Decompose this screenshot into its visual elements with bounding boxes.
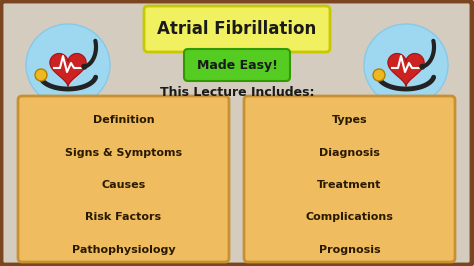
Ellipse shape [364, 24, 448, 106]
Text: Treatment: Treatment [317, 180, 382, 190]
Text: Prognosis: Prognosis [319, 245, 380, 255]
Text: Risk Factors: Risk Factors [85, 213, 162, 222]
Text: Causes: Causes [101, 180, 146, 190]
FancyBboxPatch shape [244, 96, 455, 262]
Text: Atrial Fibrillation: Atrial Fibrillation [157, 20, 317, 38]
Circle shape [35, 69, 47, 81]
Circle shape [419, 64, 425, 70]
FancyBboxPatch shape [184, 49, 290, 81]
Polygon shape [50, 53, 86, 86]
Text: Signs & Symptoms: Signs & Symptoms [65, 148, 182, 157]
Text: Diagnosis: Diagnosis [319, 148, 380, 157]
FancyBboxPatch shape [18, 96, 229, 262]
FancyBboxPatch shape [144, 6, 330, 52]
Text: Complications: Complications [306, 213, 393, 222]
Text: This Lecture Includes:: This Lecture Includes: [160, 85, 314, 98]
Text: Types: Types [332, 115, 367, 125]
Text: Made Easy!: Made Easy! [197, 59, 277, 72]
Circle shape [81, 64, 87, 70]
Polygon shape [388, 53, 424, 86]
Text: Definition: Definition [93, 115, 155, 125]
Circle shape [373, 69, 385, 81]
Ellipse shape [26, 24, 110, 106]
Text: Pathophysiology: Pathophysiology [72, 245, 175, 255]
